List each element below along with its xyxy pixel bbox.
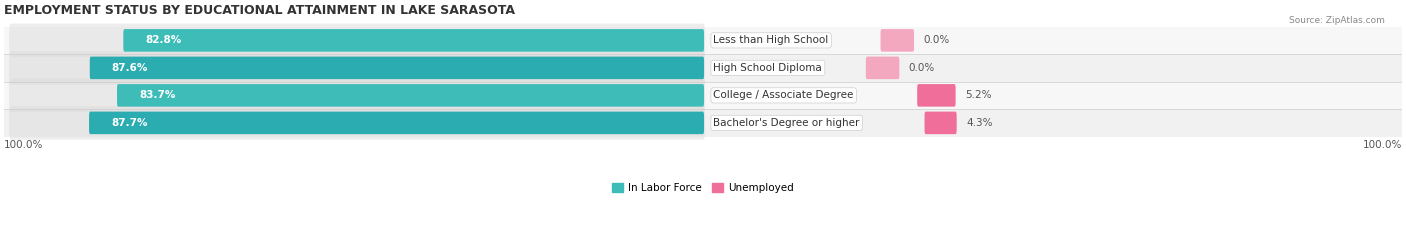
- Text: College / Associate Degree: College / Associate Degree: [713, 90, 853, 100]
- Bar: [4, 54, 1402, 82]
- Text: 87.6%: 87.6%: [112, 63, 148, 73]
- Text: 5.2%: 5.2%: [965, 90, 991, 100]
- Text: 0.0%: 0.0%: [908, 63, 935, 73]
- Text: Bachelor's Degree or higher: Bachelor's Degree or higher: [713, 118, 860, 128]
- Bar: [4, 27, 1402, 54]
- FancyBboxPatch shape: [866, 57, 900, 79]
- Text: 4.3%: 4.3%: [966, 118, 993, 128]
- FancyBboxPatch shape: [880, 29, 914, 52]
- Bar: [4, 82, 1402, 109]
- FancyBboxPatch shape: [917, 84, 956, 107]
- FancyBboxPatch shape: [124, 29, 704, 52]
- Text: 0.0%: 0.0%: [924, 35, 949, 45]
- FancyBboxPatch shape: [8, 24, 704, 57]
- Text: High School Diploma: High School Diploma: [713, 63, 823, 73]
- Text: 100.0%: 100.0%: [4, 140, 44, 150]
- Legend: In Labor Force, Unemployed: In Labor Force, Unemployed: [609, 179, 797, 197]
- Text: 83.7%: 83.7%: [139, 90, 176, 100]
- Text: 82.8%: 82.8%: [145, 35, 181, 45]
- FancyBboxPatch shape: [89, 112, 704, 134]
- FancyBboxPatch shape: [117, 84, 704, 107]
- FancyBboxPatch shape: [8, 106, 704, 140]
- FancyBboxPatch shape: [8, 79, 704, 112]
- Text: 87.7%: 87.7%: [111, 118, 148, 128]
- FancyBboxPatch shape: [925, 112, 956, 134]
- Text: EMPLOYMENT STATUS BY EDUCATIONAL ATTAINMENT IN LAKE SARASOTA: EMPLOYMENT STATUS BY EDUCATIONAL ATTAINM…: [4, 4, 515, 17]
- Text: 100.0%: 100.0%: [1362, 140, 1402, 150]
- Bar: [4, 109, 1402, 137]
- Text: Source: ZipAtlas.com: Source: ZipAtlas.com: [1289, 16, 1385, 25]
- Text: Less than High School: Less than High School: [713, 35, 828, 45]
- FancyBboxPatch shape: [90, 57, 704, 79]
- FancyBboxPatch shape: [8, 51, 704, 85]
